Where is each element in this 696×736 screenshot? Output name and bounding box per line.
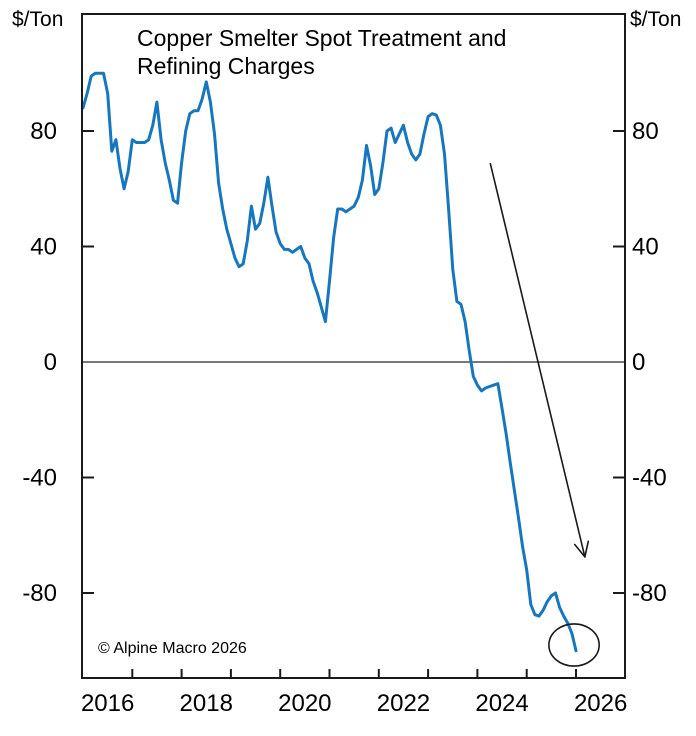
y-axis-unit-label-left: $/Ton — [12, 8, 64, 31]
y-tick-label-right: -40 — [632, 465, 667, 492]
decline-arrow-head — [573, 543, 586, 558]
data-line — [81, 71, 578, 653]
y-tick-label-right: 80 — [632, 118, 659, 145]
copyright-note: © Alpine Macro 2026 — [98, 640, 247, 657]
chart-title: Copper Smelter Spot Treatment and Refini… — [137, 24, 506, 80]
x-tick-label: 2020 — [278, 690, 331, 717]
y-tick-label-left: 40 — [30, 234, 57, 261]
chart-title-line-2: Refining Charges — [137, 53, 315, 79]
y-tick-label-right: 0 — [632, 349, 645, 376]
y-tick-label-left: 0 — [44, 349, 57, 376]
y-tick-label-left: -80 — [22, 580, 57, 607]
y-axis-unit-label-right: $/Ton — [630, 8, 682, 31]
latest-point-ellipse — [548, 623, 600, 667]
x-tick-label: 2022 — [377, 690, 430, 717]
decline-arrow-shaft — [489, 162, 586, 558]
y-tick-label-left: -40 — [22, 465, 57, 492]
y-tick-label-right: -80 — [632, 580, 667, 607]
x-tick-label: 2026 — [574, 690, 627, 717]
decline-arrow-head — [584, 540, 590, 558]
x-tick-label: 2016 — [81, 690, 134, 717]
chart-title-line-1: Copper Smelter Spot Treatment and — [137, 25, 507, 51]
y-tick-label-left: 80 — [30, 118, 57, 145]
x-tick-label: 2018 — [180, 690, 233, 717]
x-tick-label: 2024 — [475, 690, 528, 717]
plot-border — [81, 13, 626, 679]
y-tick-label-right: 40 — [632, 234, 659, 261]
